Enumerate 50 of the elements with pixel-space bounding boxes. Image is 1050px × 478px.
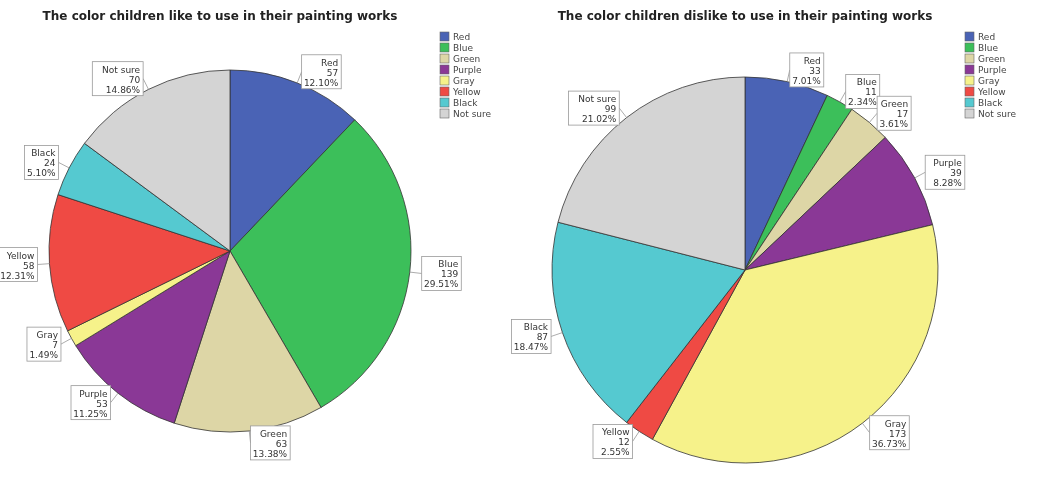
slice-label: Green: [880, 99, 909, 110]
slice-label: Yellow: [5, 250, 35, 261]
data-label: 17 3.61%: [879, 109, 909, 130]
data-label: 7 1.49%: [29, 340, 59, 361]
slice-label: Blue: [856, 77, 878, 88]
slice-label: Gray: [884, 418, 907, 429]
data-label: 58 12.31%: [0, 260, 35, 281]
legend-label: Yellow: [452, 87, 481, 97]
legend-label: Purple: [978, 65, 1007, 75]
slice-label: Green: [259, 428, 288, 439]
slice-label: Purple: [79, 388, 109, 399]
legend-label: Blue: [978, 43, 999, 53]
legend-label: Purple: [453, 65, 482, 75]
data-label: 63 13.38%: [252, 438, 288, 459]
slice-label: Red: [803, 55, 821, 66]
data-label: 11 2.34%: [848, 87, 878, 108]
data-label: 173 36.73%: [871, 428, 907, 449]
data-label: 87 18.47%: [513, 332, 549, 353]
slice-label: Purple: [933, 158, 963, 169]
data-label: 24 5.10%: [26, 158, 56, 179]
legend-label: Red: [453, 32, 471, 42]
data-label: 139 29.51%: [423, 269, 459, 290]
legend-label: Yellow: [977, 87, 1006, 97]
chart-title: The color children like to use in their painting works: [42, 9, 398, 23]
data-label: 33 7.01%: [792, 65, 822, 86]
slice-label: Yellow: [600, 427, 630, 438]
legend-label: Not sure: [978, 109, 1017, 119]
slice-label: Black: [31, 148, 57, 159]
data-label: 12 2.55%: [601, 437, 631, 458]
chart-title: The color children dislike to use in their painting works: [557, 9, 933, 23]
legend-label: Gray: [453, 76, 476, 86]
data-label: 99 21.02%: [581, 104, 617, 125]
slice-label: Gray: [36, 330, 59, 341]
legend-label: Green: [453, 54, 481, 64]
data-label: 53 11.25%: [73, 398, 109, 419]
data-label: 39 8.28%: [933, 168, 963, 189]
legend-label: Gray: [978, 76, 1001, 86]
slice-label: Not sure: [102, 64, 141, 75]
legend-label: Red: [978, 32, 996, 42]
slice-label: Red: [321, 57, 339, 68]
slice-label: Black: [523, 322, 549, 333]
data-label: 57 12.10%: [303, 67, 339, 88]
legend-label: Black: [978, 98, 1004, 108]
legend-label: Black: [453, 98, 479, 108]
data-label: 70 14.86%: [105, 74, 141, 95]
slice-label: Not sure: [578, 94, 617, 105]
slice-label: Blue: [438, 259, 459, 270]
legend-label: Green: [978, 54, 1006, 64]
legend-label: Blue: [453, 43, 474, 53]
legend-label: Not sure: [453, 109, 492, 119]
